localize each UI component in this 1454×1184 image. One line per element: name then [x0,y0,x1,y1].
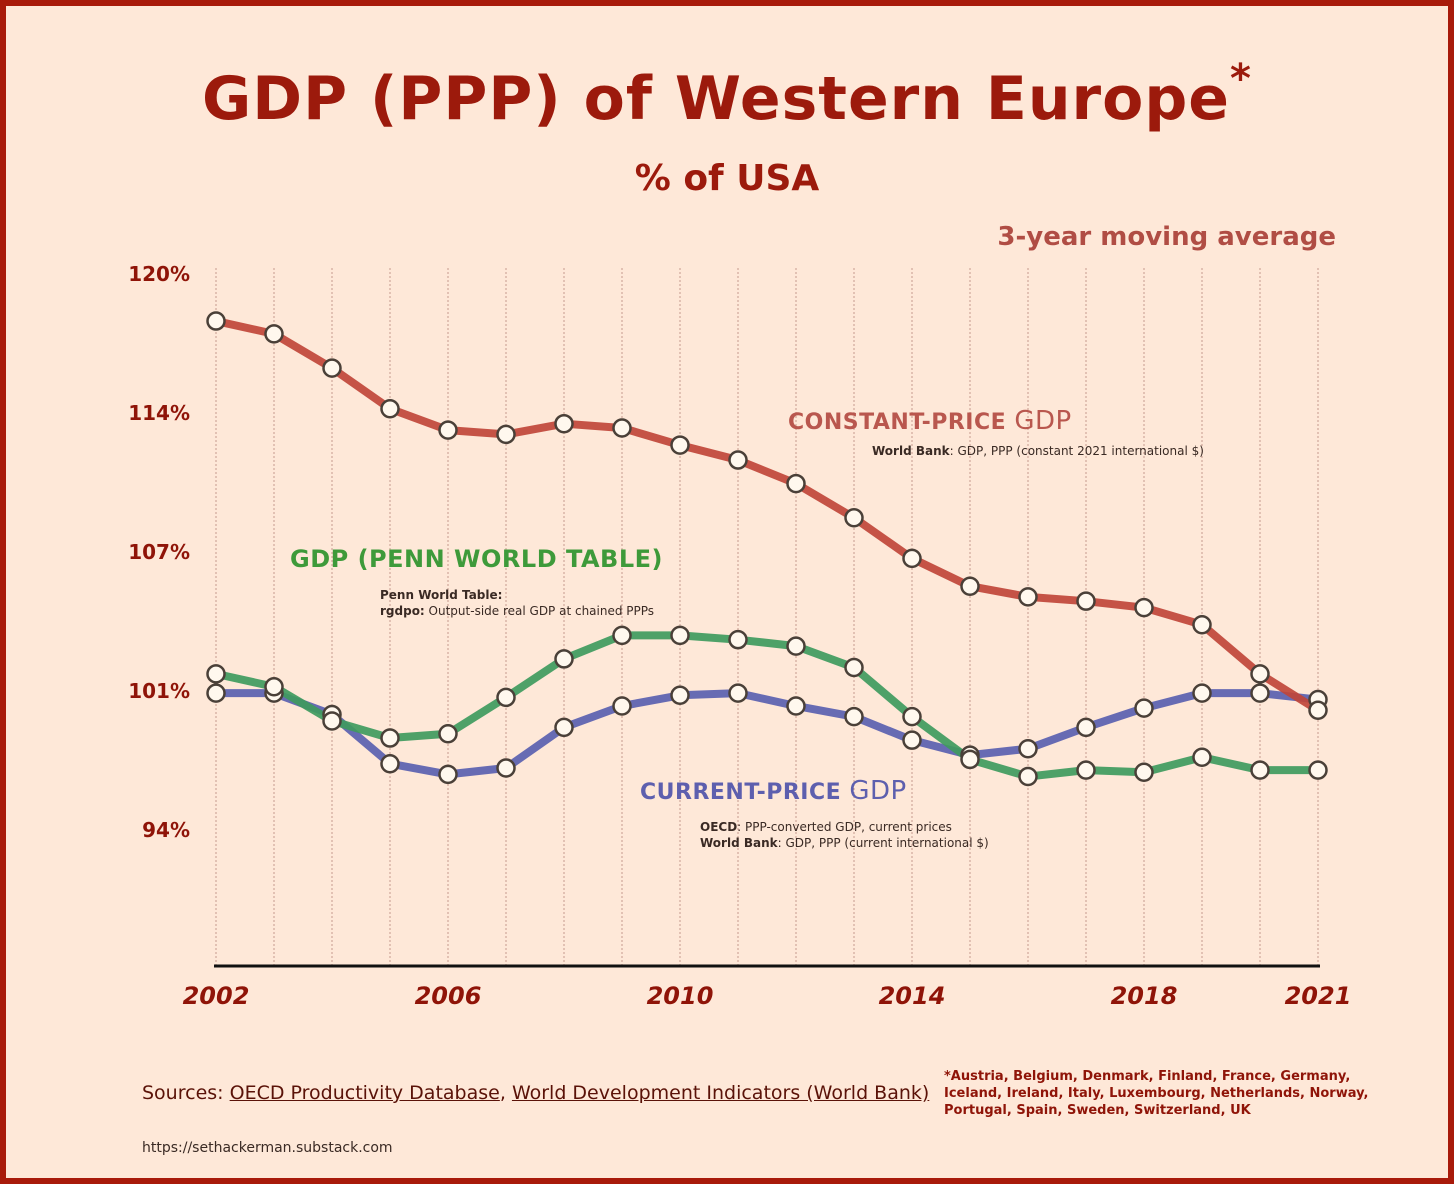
data-point-current-2014 [902,730,922,750]
y-tick-label: 120% [128,262,190,286]
data-point-current-2016 [1018,738,1038,759]
constant-price-note: World Bank: GDP, PPP (constant 2021 inte… [872,444,1204,458]
data-point-constant-2008 [554,413,574,434]
series-line-constant [212,317,1322,715]
moving-average-note: 3-year moving average [997,222,1336,252]
data-point-constant-2004 [322,358,342,378]
data-point-constant-2018 [1134,597,1154,618]
data-point-penn-2020 [1250,760,1270,780]
x-tick-label: 2010 [647,982,714,1010]
data-point-constant-2017 [1076,591,1096,611]
x-tick-label: 2002 [183,982,250,1010]
data-point-current-2005 [380,753,400,774]
oecd-source-link[interactable]: OECD Productivity Database [229,1082,500,1104]
data-point-constant-2016 [1018,587,1038,607]
x-axis-ticks: 2002 2006 2010 2014 2018 2021 [183,982,1352,1010]
chart-subtitle: % of USA [634,158,820,199]
world-bank-source-link[interactable]: World Development Indicators (World Bank… [511,1082,930,1104]
data-point-constant-2012 [786,473,806,494]
constant-price-label: CONSTANT-PRICE GDP [788,406,1072,436]
data-point-current-2019 [1192,683,1212,703]
data-point-constant-2010 [670,435,690,455]
data-point-current-2009 [612,696,632,716]
data-point-constant-2011 [728,450,748,470]
data-point-penn-2010 [670,625,690,646]
y-tick-label: 107% [128,540,190,564]
data-point-penn-2007 [496,687,516,708]
data-point-penn-2019 [1192,747,1212,768]
data-point-constant-2021 [1308,700,1328,720]
data-point-constant-2013 [844,508,864,528]
data-point-penn-2018 [1134,762,1154,783]
x-tick-label: 2014 [879,982,946,1010]
data-point-current-2018 [1134,698,1154,718]
data-point-constant-2007 [496,424,516,445]
data-point-current-2010 [670,685,690,706]
x-tick-label: 2021 [1285,982,1352,1010]
data-point-constant-2006 [438,420,458,440]
data-point-current-2008 [554,717,574,738]
data-point-current-2006 [438,764,458,785]
data-point-penn-2015 [960,749,980,770]
penn-world-table-note: Penn World Table: rgdpo: Output-side real… [380,588,655,618]
data-point-current-2011 [728,683,748,703]
data-point-constant-2015 [960,576,980,596]
data-point-current-2020 [1250,683,1270,703]
data-point-penn-2021 [1308,760,1328,780]
title-asterisk: * [1230,56,1252,102]
chart-title: GDP (PPP) of Western Europe* [202,56,1252,134]
data-point-current-2012 [786,696,806,716]
penn-world-table-label: GDP (PENN WORLD TABLE) [290,545,664,573]
data-point-current-2002 [206,683,226,703]
x-tick-label: 2006 [415,982,482,1010]
data-point-penn-2006 [438,724,458,744]
data-point-constant-2019 [1192,614,1212,635]
data-point-constant-2003 [264,324,284,344]
substack-url: https://sethackerman.substack.com [142,1140,393,1156]
data-point-penn-2005 [380,728,400,748]
countries-footnote: *Austria, Belgium, Denmark, Finland, Fra… [944,1069,1369,1118]
data-point-constant-2009 [612,418,632,438]
y-tick-label: 101% [128,679,190,703]
data-point-constant-2014 [902,548,922,569]
data-point-penn-2012 [786,636,806,656]
series-line-current [212,689,1322,779]
data-point-penn-2004 [322,711,342,731]
sources-line: Sources: OECD Productivity Database, Wor… [142,1082,930,1104]
data-point-penn-2011 [728,629,748,650]
y-tick-label: 114% [128,401,190,425]
current-price-label: CURRENT-PRICE GDP [640,776,907,806]
data-point-penn-2017 [1076,760,1096,780]
data-point-constant-2002 [206,311,226,331]
y-tick-label: 94% [142,818,190,842]
series-markers [206,311,1328,787]
current-price-note: OECD: PPP-converted GDP, current prices W… [700,820,989,850]
data-point-current-2017 [1076,717,1096,738]
data-point-penn-2016 [1018,766,1038,787]
data-point-penn-2008 [554,649,574,669]
data-point-penn-2003 [264,676,284,697]
y-axis-ticks: 120% 114% 107% 101% 94% [128,262,190,842]
data-point-constant-2005 [380,398,400,419]
data-point-penn-2014 [902,706,922,727]
vertical-gridlines [215,268,1319,967]
data-point-constant-2020 [1250,664,1270,684]
data-point-current-2007 [496,758,516,778]
data-point-penn-2009 [612,625,632,646]
data-point-penn-2002 [206,664,226,684]
x-tick-label: 2018 [1111,982,1178,1010]
data-point-current-2013 [844,706,864,727]
data-point-penn-2013 [844,657,864,678]
